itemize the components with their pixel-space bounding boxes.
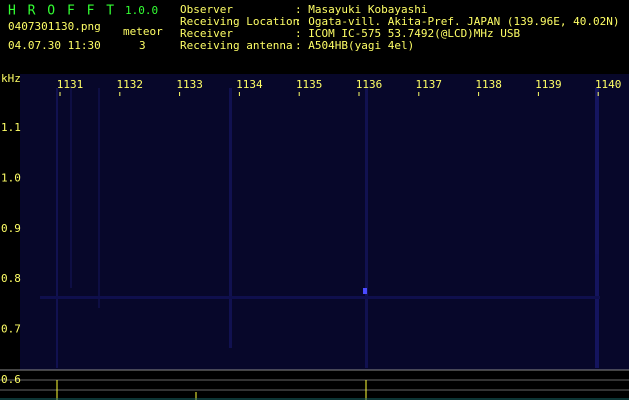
freq-label: 0.8 xyxy=(1,272,21,285)
info-label: Receiving antenna xyxy=(180,39,293,52)
info-value: : Ogata-vill. Akita-Pref. JAPAN (139.96E… xyxy=(295,15,620,28)
app-name: H R O F F T xyxy=(8,4,116,19)
streak xyxy=(98,88,100,308)
freq-label: 0.7 xyxy=(1,323,21,336)
time-label: 1139 xyxy=(535,78,562,91)
streak xyxy=(365,88,368,368)
freq-label: 1.1 xyxy=(1,121,21,134)
meteor-label: meteor xyxy=(123,25,163,38)
info-label: Observer xyxy=(180,3,233,16)
time-label: 1133 xyxy=(176,78,203,91)
filename: 0407301130.png xyxy=(8,20,101,33)
datetime: 04.07.30 11:30 xyxy=(8,39,101,52)
meteor-count: 3 xyxy=(139,39,146,52)
app-version: 1.0.0 xyxy=(125,4,158,17)
streak xyxy=(595,88,599,368)
time-label: 1135 xyxy=(296,78,323,91)
streak xyxy=(229,88,232,348)
streak xyxy=(70,88,72,288)
signal-streaks xyxy=(40,88,600,368)
time-label: 1131 xyxy=(57,78,84,91)
info-value: : A504HB(yagi 4el) xyxy=(295,39,414,52)
time-label: 1134 xyxy=(236,78,263,91)
info-label: Receiving Location xyxy=(180,15,299,28)
time-label: 1132 xyxy=(117,78,144,91)
info-value: : ICOM IC-575 53.7492(@LCD)MHz USB xyxy=(295,27,521,40)
time-label: 1137 xyxy=(416,78,443,91)
freq-label: 0.9 xyxy=(1,222,21,235)
time-label: 1140 xyxy=(595,78,622,91)
unit-label: kHz xyxy=(1,72,21,85)
time-label: 1138 xyxy=(475,78,502,91)
time-label: 1136 xyxy=(356,78,383,91)
freq-label: 0.6 xyxy=(1,373,21,386)
info-value: : Masayuki Kobayashi xyxy=(295,3,427,16)
streak xyxy=(40,296,600,299)
freq-label: 1.0 xyxy=(1,171,21,184)
info-label: Receiver xyxy=(180,27,233,40)
meteor-echo xyxy=(363,288,367,294)
spectrogram-area xyxy=(20,74,629,370)
streak xyxy=(56,88,58,368)
